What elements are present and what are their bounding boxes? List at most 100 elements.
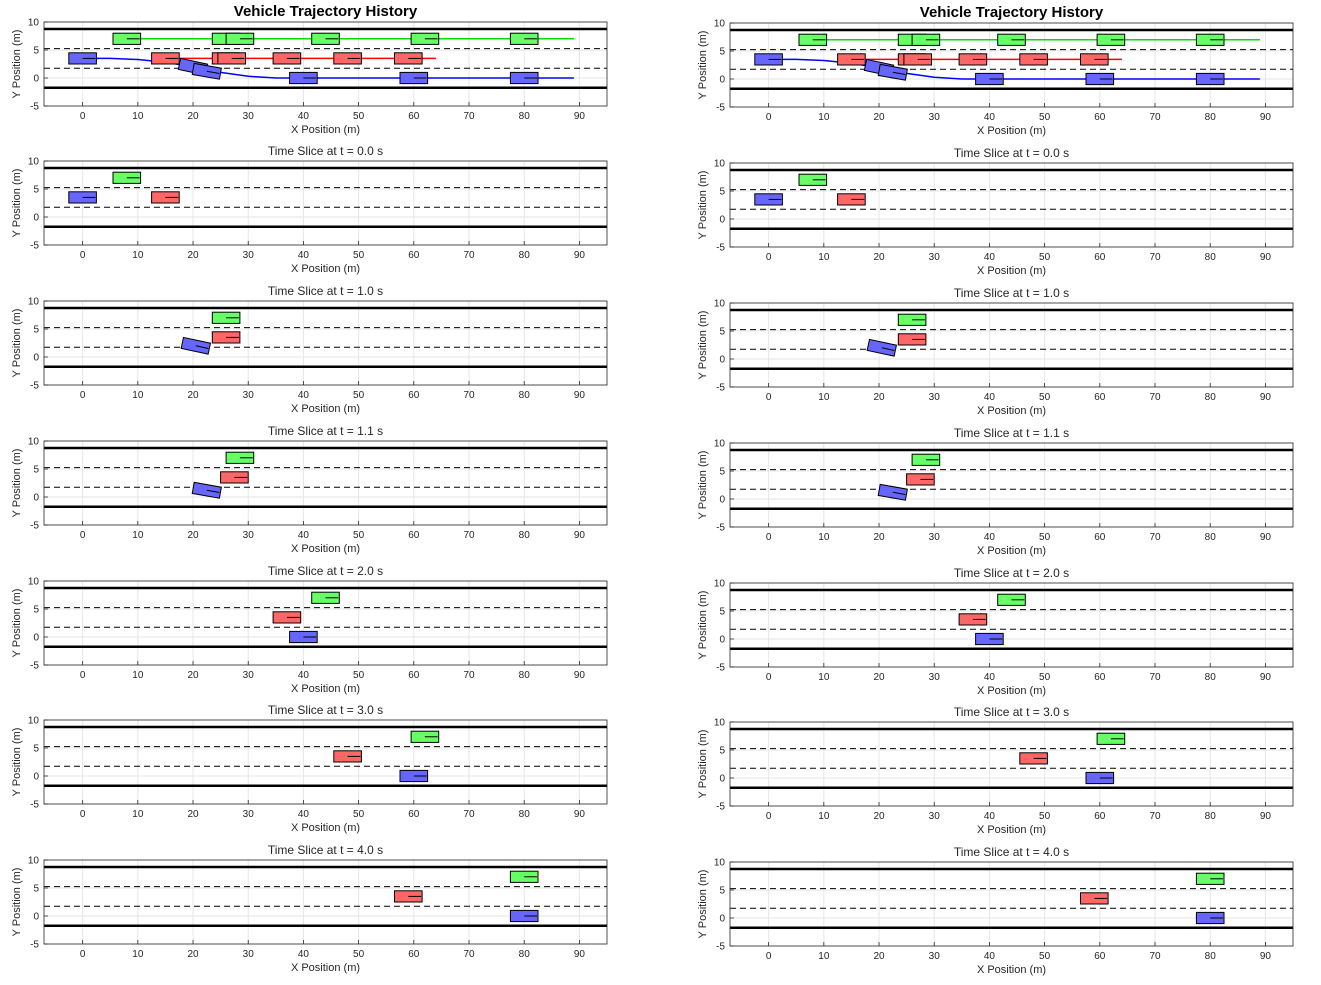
x-tick-label: 70 bbox=[463, 111, 475, 122]
x-axis-label: X Position (m) bbox=[977, 545, 1046, 557]
x-tick-label: 0 bbox=[766, 252, 772, 263]
y-tick-label: -5 bbox=[30, 940, 39, 951]
y-tick-label: -5 bbox=[716, 663, 725, 674]
y-tick-label: 5 bbox=[33, 744, 39, 755]
y-tick-label: -5 bbox=[30, 661, 39, 672]
axes-box bbox=[729, 861, 1294, 947]
x-tick-label: 80 bbox=[1205, 252, 1217, 263]
x-tick-label: 20 bbox=[187, 250, 199, 261]
trajectory-blue bbox=[757, 58, 1260, 80]
chart-title: Time Slice at t = 1.1 s bbox=[268, 424, 383, 438]
y-tick-label: 5 bbox=[33, 605, 39, 616]
x-tick-label: 60 bbox=[408, 250, 420, 261]
x-axis-label: X Position (m) bbox=[291, 962, 360, 974]
x-tick-label: 70 bbox=[463, 809, 475, 820]
x-tick-label: 10 bbox=[818, 532, 830, 543]
x-tick-label: 90 bbox=[574, 250, 586, 261]
y-tick-label: -5 bbox=[30, 800, 39, 811]
vehicle-body bbox=[1195, 33, 1225, 46]
axes-box bbox=[43, 580, 608, 666]
y-tick-label: -5 bbox=[30, 102, 39, 113]
y-tick-label: 0 bbox=[33, 493, 39, 504]
vehicle-heading-marker bbox=[892, 491, 906, 496]
vehicle-green bbox=[911, 453, 941, 466]
vehicle-body bbox=[798, 33, 828, 46]
x-tick-label: 80 bbox=[1205, 672, 1217, 683]
x-tick-label: 10 bbox=[818, 951, 830, 962]
vehicle-body bbox=[897, 333, 927, 346]
y-axis-label: Y Position (m) bbox=[11, 589, 23, 658]
x-tick-label: 80 bbox=[1205, 951, 1217, 962]
y-tick-label: 10 bbox=[714, 718, 726, 729]
y-tick-label: 10 bbox=[28, 157, 40, 168]
plot-area bbox=[44, 441, 607, 525]
chart-title: Time Slice at t = 0.0 s bbox=[954, 146, 1069, 160]
vehicle-green bbox=[311, 32, 340, 45]
x-tick-label: 10 bbox=[132, 949, 144, 960]
axes-box bbox=[43, 859, 608, 945]
x-tick-label: 60 bbox=[408, 949, 420, 960]
x-tick-label: 0 bbox=[80, 111, 86, 122]
vehicle-blue bbox=[877, 63, 908, 81]
y-tick-label: 5 bbox=[33, 884, 39, 895]
x-tick-label: 80 bbox=[519, 670, 531, 681]
vehicle-red bbox=[394, 52, 423, 65]
y-tick-label: -5 bbox=[716, 383, 725, 394]
x-tick-label: 10 bbox=[132, 111, 144, 122]
vehicle-blue bbox=[289, 630, 318, 644]
x-tick-label: 40 bbox=[984, 951, 996, 962]
vehicle-green bbox=[509, 32, 539, 45]
vehicle-red bbox=[272, 611, 302, 624]
x-tick-label: 70 bbox=[463, 670, 475, 681]
vehicle-green bbox=[410, 730, 440, 743]
vehicle-blue bbox=[975, 632, 1004, 646]
y-tick-label: 5 bbox=[33, 185, 39, 196]
x-tick-label: 50 bbox=[353, 250, 365, 261]
y-tick-label: -5 bbox=[716, 523, 725, 534]
vehicle-blue bbox=[68, 191, 97, 204]
x-tick-label: 90 bbox=[574, 670, 586, 681]
vehicle-green bbox=[211, 311, 241, 324]
y-tick-label: 0 bbox=[33, 353, 39, 364]
vehicle-blue bbox=[866, 338, 898, 357]
x-tick-label: 70 bbox=[1149, 811, 1161, 822]
x-tick-label: 70 bbox=[1149, 112, 1161, 123]
figure-panel-left: 0 10 20 30 40 50 60 70 80 90 -5 0 5 10 Vehicle Traject… bbox=[11, 3, 608, 974]
x-tick-label: 0 bbox=[80, 949, 86, 960]
axes-box bbox=[43, 300, 608, 386]
x-tick-label: 30 bbox=[243, 530, 255, 541]
x-tick-label: 60 bbox=[408, 809, 420, 820]
y-axis-label: Y Position (m) bbox=[697, 870, 709, 939]
x-tick-label: 10 bbox=[132, 809, 144, 820]
x-axis-label: X Position (m) bbox=[291, 263, 360, 275]
axes-left-5: 0 10 20 30 40 50 60 70 80 90 -5 0 5 10 Time Slice at t… bbox=[11, 703, 608, 834]
x-tick-label: 10 bbox=[818, 811, 830, 822]
x-tick-label: 90 bbox=[1260, 392, 1272, 403]
y-axis-label: Y Position (m) bbox=[11, 868, 23, 937]
y-tick-label: 10 bbox=[28, 577, 40, 588]
vehicle-green bbox=[410, 32, 440, 45]
x-tick-label: 50 bbox=[1039, 252, 1051, 263]
vehicle-red bbox=[333, 52, 362, 65]
y-tick-label: 0 bbox=[719, 495, 725, 506]
x-tick-label: 40 bbox=[984, 112, 996, 123]
y-tick-label: 0 bbox=[33, 912, 39, 923]
x-tick-label: 50 bbox=[353, 809, 365, 820]
x-tick-label: 10 bbox=[132, 530, 144, 541]
x-tick-label: 30 bbox=[243, 111, 255, 122]
x-tick-label: 0 bbox=[766, 112, 772, 123]
vehicle-heading-marker bbox=[206, 70, 220, 75]
y-axis-label: Y Position (m) bbox=[11, 309, 23, 378]
axes-right-5: 0 10 20 30 40 50 60 70 80 90 -5 0 5 10 Time Slice at t… bbox=[697, 705, 1294, 836]
x-tick-label: 30 bbox=[929, 392, 941, 403]
x-tick-label: 30 bbox=[929, 672, 941, 683]
y-tick-label: -5 bbox=[30, 381, 39, 392]
plot-area bbox=[730, 443, 1293, 527]
y-tick-label: 5 bbox=[33, 325, 39, 336]
axes-box bbox=[729, 302, 1294, 388]
y-tick-label: 0 bbox=[33, 74, 39, 85]
axes-right-0: 0 10 20 30 40 50 60 70 80 90 -5 0 5 10 Vehicle Traject… bbox=[697, 4, 1294, 137]
x-tick-label: 80 bbox=[1205, 811, 1217, 822]
